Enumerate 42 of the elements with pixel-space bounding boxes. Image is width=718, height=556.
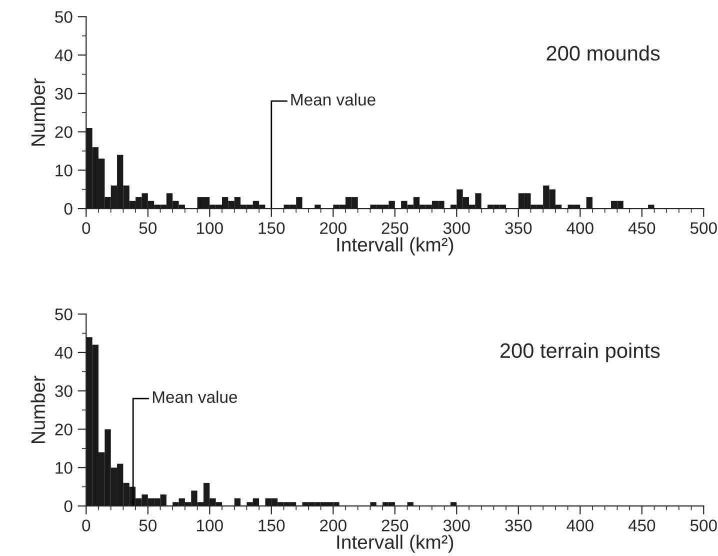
x-tick-label: 100 bbox=[197, 520, 223, 532]
y-tick-label: 10 bbox=[56, 462, 72, 474]
x-axis-title: Intervall (km²) bbox=[337, 237, 454, 256]
x-axis-title: Intervall (km²) bbox=[337, 534, 454, 553]
annotation: 200 terrain points bbox=[500, 342, 660, 362]
x-tick-label: 300 bbox=[443, 222, 470, 234]
y-tick-label: 30 bbox=[55, 385, 72, 398]
x-tick-label: 150 bbox=[258, 520, 285, 532]
x-tick-label: 450 bbox=[628, 222, 656, 234]
x-tick-label: 500 bbox=[690, 520, 717, 532]
x-tick-label: 400 bbox=[566, 520, 594, 532]
x-tick-label: 200 bbox=[320, 222, 346, 234]
y-tick-label: 50 bbox=[55, 308, 72, 320]
ref-line-label: Mean value bbox=[291, 93, 376, 106]
x-tick-label: 0 bbox=[82, 520, 90, 532]
x-tick-label: 0 bbox=[82, 222, 90, 234]
y-tick-label: 20 bbox=[55, 126, 72, 138]
x-tick-label: 350 bbox=[505, 222, 532, 234]
y-tick-label: 0 bbox=[64, 202, 72, 215]
y-tick-label: 0 bbox=[64, 500, 72, 512]
x-tick-label: 250 bbox=[382, 520, 408, 532]
x-tick-label: 100 bbox=[197, 222, 223, 234]
y-tick-label: 30 bbox=[55, 88, 72, 100]
y-tick-label: 50 bbox=[55, 11, 72, 23]
x-tick-label: 300 bbox=[443, 520, 470, 532]
ref-line-label: Mean value bbox=[152, 390, 238, 403]
annotation: 200 mounds bbox=[546, 45, 660, 61]
y-axis-title: Number bbox=[30, 376, 46, 444]
x-tick-label: 500 bbox=[690, 222, 717, 234]
x-tick-label: 400 bbox=[566, 222, 594, 234]
x-tick-label: 450 bbox=[628, 520, 656, 532]
x-tick-label: 250 bbox=[382, 222, 408, 234]
x-tick-label: 50 bbox=[139, 222, 157, 234]
y-tick-label: 40 bbox=[54, 346, 72, 359]
x-tick-label: 200 bbox=[320, 520, 346, 532]
y-tick-label: 20 bbox=[55, 424, 72, 436]
y-tick-label: 10 bbox=[56, 164, 72, 176]
x-tick-label: 50 bbox=[139, 520, 157, 532]
y-axis-title: Number bbox=[30, 78, 46, 146]
x-tick-label: 150 bbox=[258, 222, 285, 234]
y-tick-label: 40 bbox=[54, 49, 72, 62]
x-tick-label: 350 bbox=[505, 520, 532, 532]
